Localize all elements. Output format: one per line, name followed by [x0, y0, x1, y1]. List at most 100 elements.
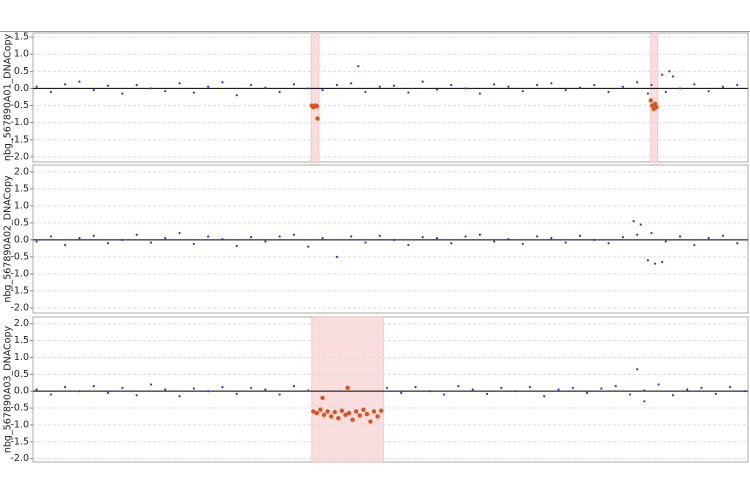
data-point	[535, 235, 539, 238]
data-point	[325, 409, 330, 414]
data-point	[106, 391, 110, 394]
data-point	[314, 410, 320, 416]
data-point	[164, 237, 167, 240]
data-point	[714, 392, 717, 395]
data-point	[336, 415, 341, 421]
data-point	[64, 386, 67, 389]
data-point	[149, 383, 153, 386]
data-point	[221, 386, 224, 389]
data-point	[414, 386, 417, 389]
data-point	[353, 409, 359, 414]
data-point	[550, 82, 553, 85]
data-point	[400, 391, 403, 394]
y-tick-label: -0.5	[10, 100, 29, 111]
data-point	[249, 386, 253, 389]
data-point	[92, 385, 95, 388]
data-point	[321, 237, 324, 240]
data-point	[307, 87, 310, 90]
data-point	[657, 383, 660, 386]
y-axis-label: nbg_567890A03_DNACopy	[3, 325, 14, 453]
y-tick-label: -1.5	[10, 134, 29, 145]
data-point	[428, 390, 431, 393]
data-point	[49, 90, 52, 93]
data-point	[321, 89, 324, 92]
data-point	[149, 241, 153, 244]
data-point	[311, 409, 316, 414]
data-point	[350, 82, 353, 85]
data-point	[375, 414, 380, 419]
data-point	[346, 410, 352, 416]
y-tick-label: -2.0	[10, 151, 29, 162]
data-point	[235, 94, 238, 97]
y-tick-label: 0.0	[14, 83, 29, 94]
data-point	[661, 260, 664, 264]
data-point	[121, 386, 124, 389]
data-point	[307, 389, 310, 392]
data-point	[478, 92, 481, 95]
data-point	[364, 411, 370, 417]
y-tick-label: 1.0	[14, 352, 29, 363]
data-point	[721, 85, 725, 88]
data-point	[92, 234, 95, 237]
data-point	[543, 395, 546, 398]
data-point	[650, 231, 653, 235]
data-point	[278, 235, 281, 238]
data-point	[320, 395, 325, 401]
data-point	[500, 386, 503, 389]
data-point	[207, 85, 210, 88]
data-point	[464, 235, 467, 238]
data-point	[678, 87, 682, 90]
y-tick-label: 2.0	[14, 318, 29, 329]
highlight-region	[310, 32, 320, 163]
y-tick-label: 1.5	[14, 183, 29, 194]
data-point	[652, 101, 658, 107]
data-point	[564, 241, 567, 244]
panel: 2.0 1.5 1.0 0.5 0.0 -0.5 -1.0 -1.5 -2.0nbg_56789…	[3, 316, 749, 464]
data-point	[149, 87, 153, 90]
data-point	[207, 235, 210, 238]
data-point	[621, 85, 624, 88]
data-point	[636, 81, 639, 84]
data-point	[435, 237, 439, 240]
data-point	[450, 242, 453, 245]
y-tick-label: -2.0	[10, 453, 29, 464]
data-point	[693, 83, 696, 86]
data-point	[600, 387, 603, 390]
data-point	[78, 237, 81, 240]
data-point	[643, 389, 646, 392]
data-point	[607, 90, 610, 93]
data-point	[707, 237, 710, 240]
data-point	[345, 385, 350, 391]
data-point	[457, 385, 460, 388]
y-tick-label: 1.5	[14, 32, 29, 43]
data-point	[521, 90, 524, 93]
y-tick-label: 0.0	[14, 234, 29, 245]
data-point	[707, 90, 710, 93]
data-point	[249, 83, 253, 87]
data-point	[235, 244, 238, 248]
y-tick-label: 0.0	[14, 386, 29, 397]
y-tick-label: -1.0	[10, 268, 29, 279]
data-point	[493, 240, 496, 243]
highlight-region	[650, 32, 659, 163]
data-point	[350, 417, 355, 423]
data-point	[264, 388, 267, 391]
data-point	[593, 238, 596, 241]
y-axis-label: nbg_567890A02_DNACopy	[3, 175, 14, 303]
data-point	[335, 83, 338, 87]
data-point	[654, 105, 659, 110]
data-point	[379, 408, 384, 413]
data-point	[321, 412, 327, 417]
y-tick-label: -1.5	[10, 285, 29, 296]
data-point	[607, 242, 610, 245]
data-point	[207, 390, 210, 393]
data-point	[192, 242, 195, 246]
y-tick-label: 1.0	[14, 200, 29, 211]
data-point	[421, 80, 424, 83]
data-point	[221, 238, 224, 241]
data-point	[571, 386, 574, 389]
y-tick-label: -0.5	[10, 251, 29, 262]
data-point	[464, 87, 467, 90]
data-point	[514, 390, 517, 393]
